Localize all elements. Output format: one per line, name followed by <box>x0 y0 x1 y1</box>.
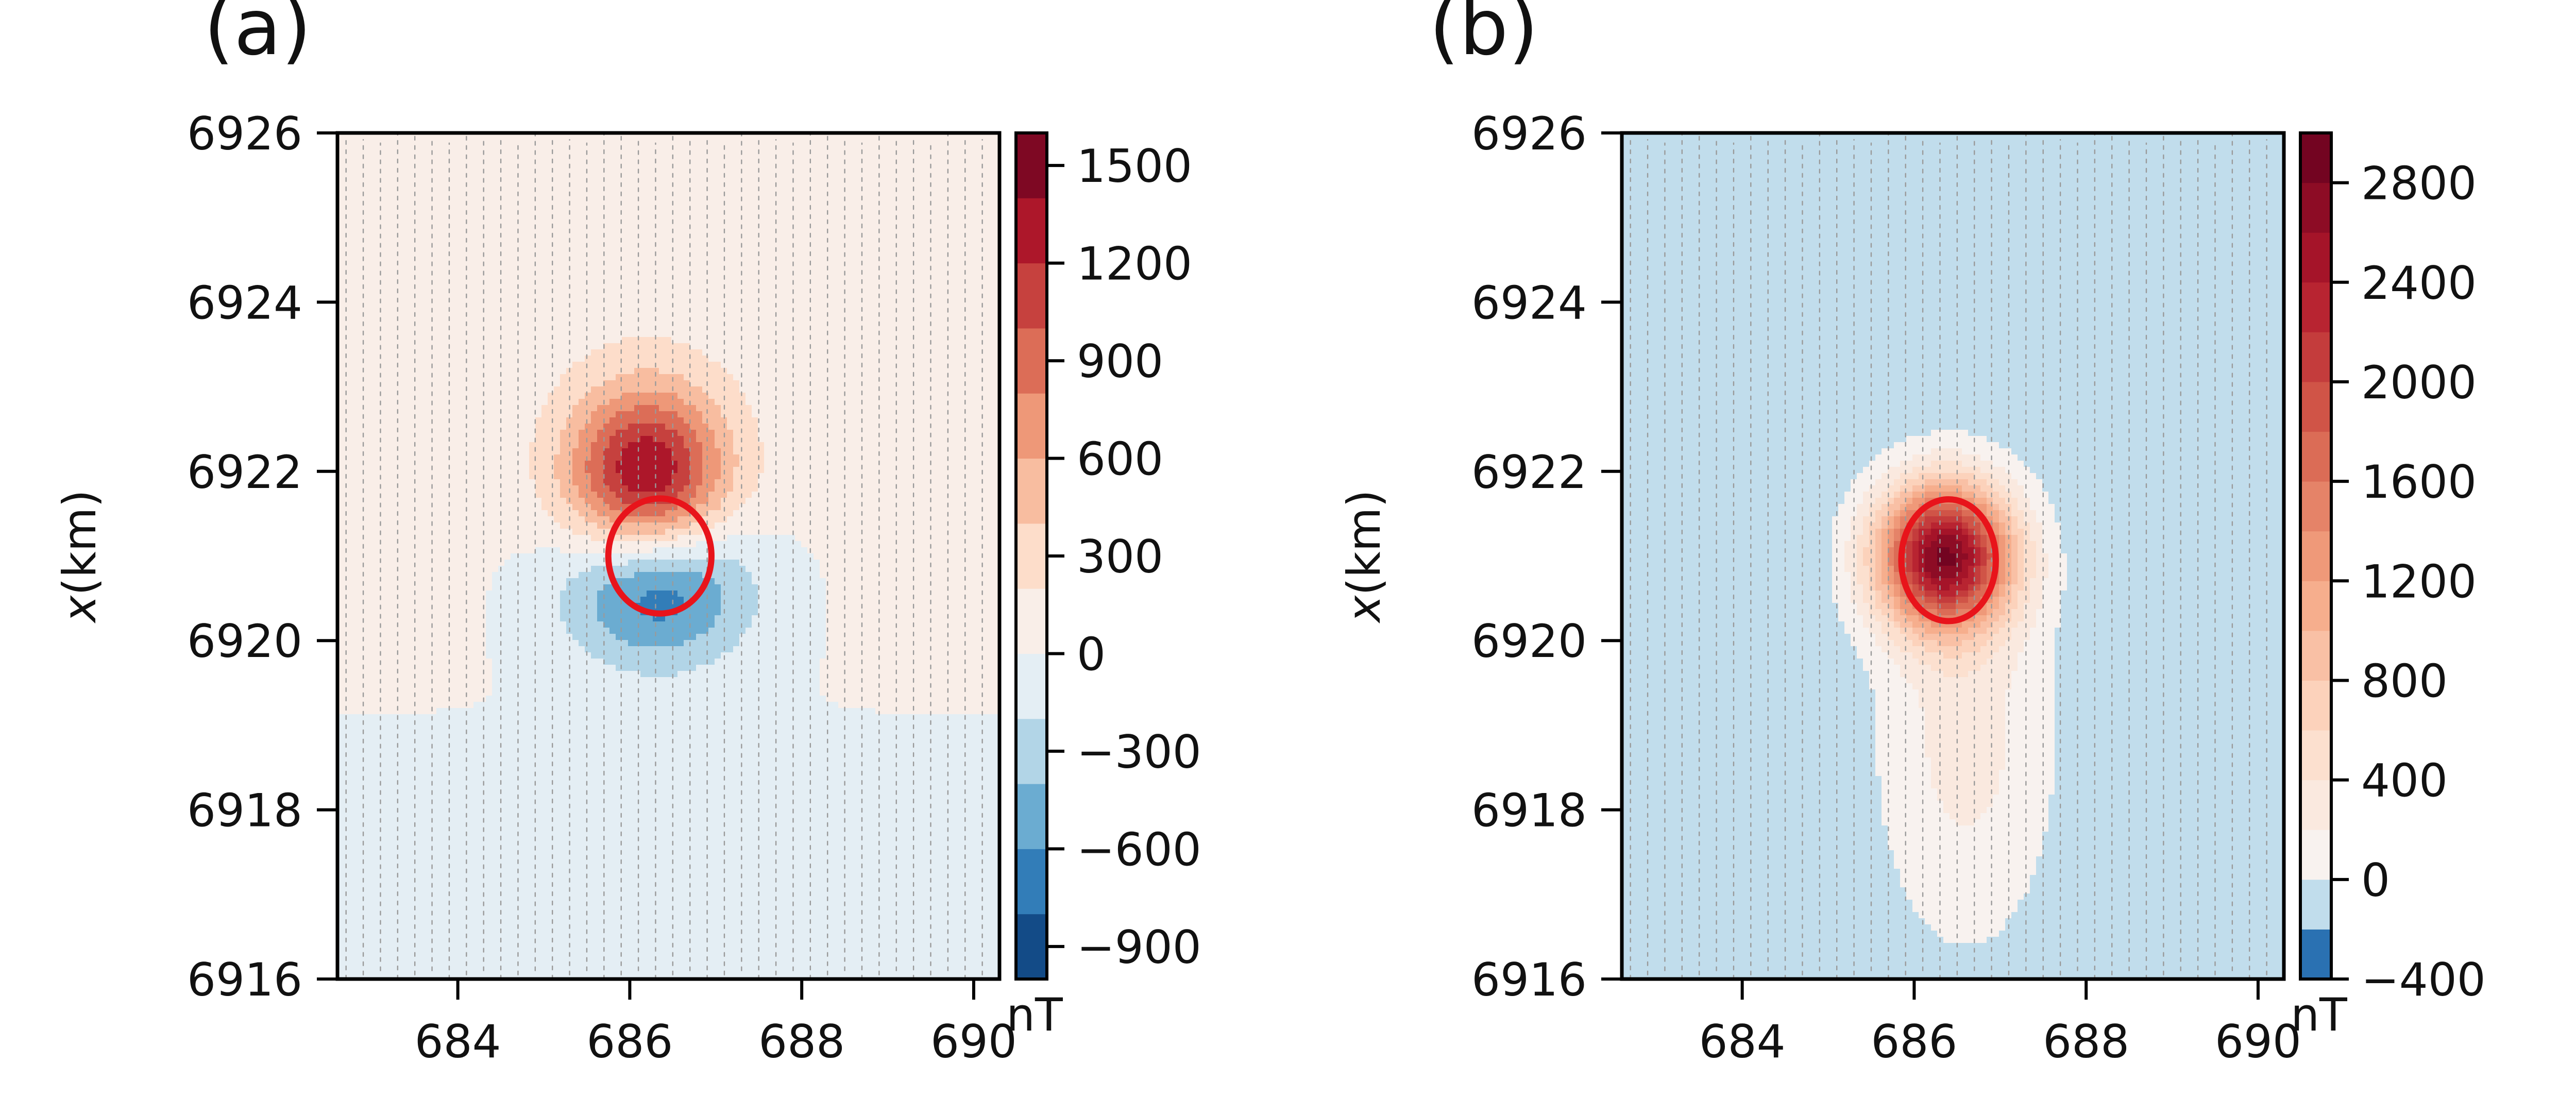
colorbar-band <box>1016 849 1047 915</box>
colorbar-tick-label: 0 <box>2361 854 2390 907</box>
panel-label: (b) <box>1429 0 1538 73</box>
colorbar-band <box>2300 929 2331 980</box>
colorbar-band <box>2300 232 2331 283</box>
y-tick-label: 6918 <box>1471 784 1587 837</box>
field-image <box>337 133 999 979</box>
panel-b: 684 686 688 690 6916 6918 6920 6922 6924 6926 x(km… <box>1337 0 2486 1068</box>
y-axis-label-unit: (km) <box>53 490 106 595</box>
y-axis-label: x(km) <box>1337 490 1391 623</box>
y-tick-label: 6924 <box>187 276 302 329</box>
x-tick-label: 684 <box>1699 1015 1786 1068</box>
colorbar-band <box>2300 481 2331 532</box>
y-tick-label: 6920 <box>1471 615 1587 668</box>
target-outline <box>605 495 715 617</box>
survey-lines <box>1630 133 2267 979</box>
y-tick-label: 6926 <box>187 107 302 160</box>
plot-frame <box>335 131 1002 981</box>
colorbar-band <box>2300 182 2331 233</box>
colorbar-tick-label: 0 <box>1077 628 1106 681</box>
colorbar-tick-label: 600 <box>1077 433 1163 486</box>
colorbar-band <box>2300 332 2331 382</box>
colorbar-band <box>1016 914 1047 980</box>
colorbar-band <box>1016 328 1047 394</box>
y-tick-label: 6920 <box>187 615 302 668</box>
colorbar-band <box>1016 133 1047 198</box>
x-tick-label: 686 <box>586 1015 673 1068</box>
colorbar-tick-label: 1600 <box>2361 456 2477 509</box>
colorbar-tick-label: 2000 <box>2361 356 2477 409</box>
colorbar-tick-label: 2400 <box>2361 257 2477 310</box>
colorbar-band <box>2300 581 2331 631</box>
y-tick-label: 6922 <box>187 446 302 499</box>
colorbar-band <box>1016 588 1047 654</box>
colorbar-band <box>2300 830 2331 880</box>
field-image <box>1622 133 2284 979</box>
x-tick-label: 688 <box>758 1015 845 1068</box>
colorbar-band <box>2300 780 2331 830</box>
y-tick-label: 6922 <box>1471 446 1587 499</box>
colorbar-frame <box>2299 131 2333 981</box>
colorbar-tick-label: 900 <box>1077 335 1163 388</box>
colorbar-tick-label: −900 <box>1077 921 1201 974</box>
colorbar-band <box>2300 381 2331 432</box>
colorbar-band <box>2300 431 2331 482</box>
y-tick-label: 6924 <box>1471 276 1587 329</box>
colorbar-tick-label: 1500 <box>1077 140 1192 193</box>
colorbar-band <box>2300 531 2331 581</box>
y-axis-label-unit: (km) <box>1337 490 1391 595</box>
panel-label: (a) <box>204 0 312 73</box>
colorbar-unit-label: nT <box>2291 988 2348 1041</box>
colorbar-band <box>1016 198 1047 264</box>
x-tick-label: 690 <box>2215 1015 2301 1068</box>
panel-a: 684 686 688 690 6916 6918 6920 6922 6924 6926 x(km… <box>53 0 1201 1068</box>
colorbar-band <box>1016 393 1047 459</box>
colorbar-tick-label: −300 <box>1077 726 1201 779</box>
x-tick-label: 686 <box>1871 1015 1957 1068</box>
colorbar-band <box>1016 653 1047 719</box>
colorbar-band <box>1016 718 1047 784</box>
colorbar-tick-label: 300 <box>1077 530 1163 583</box>
colorbar-band <box>1016 523 1047 589</box>
colorbar-band <box>1016 458 1047 524</box>
target-outline <box>1898 496 1999 625</box>
colorbar: 1500 1200 900 600 300 0 −300 −600 −900 nT <box>1006 131 1201 1041</box>
colorbar-band <box>2300 879 2331 930</box>
colorbar-unit-label: nT <box>1006 988 1063 1041</box>
colorbar-band <box>2300 630 2331 681</box>
colorbar-band <box>2300 133 2331 183</box>
colorbar-band <box>1016 784 1047 849</box>
y-tick-label: 6918 <box>187 784 302 837</box>
colorbar-tick-label: −400 <box>2361 953 2486 1006</box>
y-tick-label: 6916 <box>187 953 302 1006</box>
colorbar-tick-label: 1200 <box>1077 238 1192 291</box>
x-tick-label: 684 <box>415 1015 501 1068</box>
survey-lines <box>345 133 983 979</box>
y-tick-label: 6916 <box>1471 953 1587 1006</box>
colorbar-band <box>1016 263 1047 329</box>
x-tick-label: 688 <box>2043 1015 2129 1068</box>
colorbar-tick-label: 1200 <box>2361 555 2477 608</box>
colorbar-band <box>2300 282 2331 332</box>
colorbar-tick-label: 800 <box>2361 654 2448 707</box>
y-axis-label-var: x <box>53 595 106 624</box>
colorbar-tick-label: 400 <box>2361 754 2448 807</box>
colorbar-tick-label: −600 <box>1077 823 1201 876</box>
colorbar-tick-label: 2800 <box>2361 157 2477 210</box>
y-axis-label-var: x <box>1337 595 1391 624</box>
colorbar-band <box>2300 680 2331 731</box>
y-tick-label: 6926 <box>1471 107 1587 160</box>
colorbar-band <box>2300 730 2331 781</box>
y-axis-label: x(km) <box>53 490 106 623</box>
plot-frame <box>1620 131 2286 981</box>
x-tick-label: 690 <box>930 1015 1017 1068</box>
